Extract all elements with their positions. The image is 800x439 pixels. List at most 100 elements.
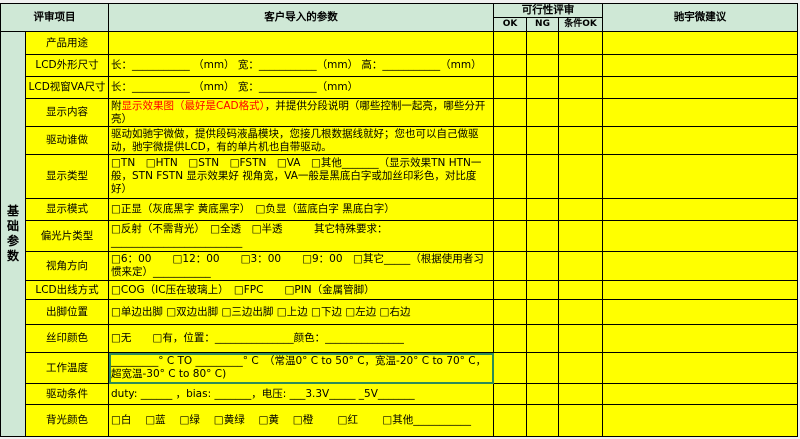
ng-cell[interactable] — [526, 299, 559, 325]
suggestion-cell[interactable] — [602, 324, 799, 353]
suggestion-cell[interactable] — [602, 352, 799, 384]
cond-ok-cell[interactable] — [557, 198, 604, 221]
ok-cell[interactable] — [493, 76, 527, 99]
cond-ok-cell[interactable] — [557, 76, 604, 99]
item-cell[interactable]: 丝印颜色 — [25, 324, 109, 353]
param-cell[interactable]: 长：___________ （mm） 宽：___________（mm） 高：_… — [108, 54, 494, 77]
param-cell[interactable] — [108, 31, 494, 55]
param-cell[interactable]: □反射（不需背光） □全透 □半透 其它特殊要求：_______________… — [108, 220, 494, 252]
ok-cell[interactable] — [493, 404, 527, 437]
header-feasibility[interactable]: 可行性评审 — [492, 3, 604, 18]
suggestion-cell[interactable] — [602, 299, 799, 325]
param-cell[interactable]: □无 □有，位置：_______________颜色：_____________… — [108, 324, 494, 353]
suggestion-cell[interactable] — [602, 98, 799, 127]
ok-cell[interactable] — [493, 251, 527, 281]
param-cell[interactable]: _________° C TO _________° C （常温0° C to … — [108, 352, 494, 384]
item-cell[interactable]: LCD视窗VA尺寸 — [25, 76, 109, 99]
ng-cell[interactable] — [526, 280, 559, 300]
item-cell[interactable]: LCD出线方式 — [25, 280, 109, 300]
ok-cell[interactable] — [493, 54, 527, 77]
item-cell[interactable]: 驱动谁做 — [25, 126, 109, 155]
item-cell[interactable]: 视角方向 — [25, 251, 109, 281]
param-cell[interactable]: 长：___________ （mm） 宽：___________（mm） — [108, 76, 494, 99]
cond-ok-cell[interactable] — [557, 251, 604, 281]
table-row: 驱动谁做 驱动如驰宇微做，提供段码液晶模块，您接几根数据线就好；您也可以自己做驱动… — [1, 126, 799, 155]
suggestion-cell[interactable] — [602, 154, 799, 199]
param-cell[interactable]: □单边出脚 □双边出脚 □三边出脚 □上边 □下边 □左边 □右边 — [108, 299, 494, 325]
param-cell[interactable]: 驱动如驰宇微做，提供段码液晶模块，您接几根数据线就好；您也可以自己做驱动，驰宇微… — [108, 126, 494, 155]
item-cell[interactable]: 出脚位置 — [25, 299, 109, 325]
ok-cell[interactable] — [493, 31, 527, 55]
suggestion-cell[interactable] — [602, 76, 799, 99]
cond-ok-cell[interactable] — [557, 383, 604, 405]
ng-cell[interactable] — [526, 324, 559, 353]
item-cell[interactable]: 显示类型 — [25, 154, 109, 199]
ng-cell[interactable] — [526, 198, 559, 221]
suggestion-cell[interactable] — [602, 126, 799, 155]
header-ng[interactable]: NG — [526, 17, 559, 32]
item-cell[interactable]: LCD外形尺寸 — [25, 54, 109, 77]
cond-ok-cell[interactable] — [557, 126, 604, 155]
ok-cell[interactable] — [493, 220, 527, 252]
cond-ok-cell[interactable] — [557, 280, 604, 300]
ok-cell[interactable] — [493, 383, 527, 405]
param-cell[interactable]: 附显示效果图（最好是CAD格式），并提供分段说明（哪些控制一起亮，哪些分开亮） — [108, 98, 494, 127]
suggestion-cell[interactable] — [602, 220, 799, 252]
ng-cell[interactable] — [526, 54, 559, 77]
group-label[interactable]: 基础参数 — [0, 31, 26, 437]
param-cell[interactable]: □COG（IC压在玻璃上） □FPC □PIN（金属管脚） — [108, 280, 494, 300]
cond-ok-cell[interactable] — [557, 98, 604, 127]
item-cell[interactable]: 显示内容 — [25, 98, 109, 127]
param-cell[interactable]: □TN □HTN □STN □FSTN □VA □其他_______（显示效果T… — [108, 154, 494, 199]
suggestion-cell[interactable] — [602, 404, 799, 437]
ok-cell[interactable] — [493, 324, 527, 353]
cond-ok-cell[interactable] — [557, 404, 604, 437]
header-cond-ok[interactable]: 条件OK — [557, 17, 604, 32]
cond-ok-cell[interactable] — [557, 324, 604, 353]
param-cell[interactable]: □白 □蓝 □绿 □黄绿 □黄 □橙 □红 □其他___________ — [108, 404, 494, 437]
param-cell[interactable]: duty: ______ ，bias: _______，电压: ___3.3V_… — [108, 383, 494, 405]
ng-cell[interactable] — [526, 98, 559, 127]
param-cell[interactable]: □6：00 □12：00 □3：00 □9：00 □其它_____（根据使用者习… — [108, 251, 494, 281]
item-cell[interactable]: 偏光片类型 — [25, 220, 109, 252]
ng-cell[interactable] — [526, 31, 559, 55]
ng-cell[interactable] — [526, 404, 559, 437]
header-suggestion[interactable]: 驰宇微建议 — [602, 3, 799, 32]
cond-ok-cell[interactable] — [557, 299, 604, 325]
ok-cell[interactable] — [493, 98, 527, 127]
item-cell[interactable]: 产品用途 — [25, 31, 109, 55]
ng-cell[interactable] — [526, 383, 559, 405]
cond-ok-cell[interactable] — [557, 31, 604, 55]
ok-cell[interactable] — [493, 352, 527, 384]
ng-cell[interactable] — [526, 251, 559, 281]
cond-ok-cell[interactable] — [557, 54, 604, 77]
param-cell[interactable]: □正显（灰底黑字 黄底黑字） □负显（蓝底白字 黑底白字） — [108, 198, 494, 221]
ng-cell[interactable] — [526, 154, 559, 199]
ok-cell[interactable] — [493, 154, 527, 199]
ok-cell[interactable] — [493, 126, 527, 155]
ok-cell[interactable] — [493, 280, 527, 300]
header-item[interactable]: 评审项目 — [0, 3, 109, 32]
header-params[interactable]: 客户导入的参数 — [108, 3, 494, 32]
cond-ok-cell[interactable] — [557, 154, 604, 199]
suggestion-cell[interactable] — [602, 54, 799, 77]
suggestion-cell[interactable] — [602, 280, 799, 300]
ok-cell[interactable] — [493, 198, 527, 221]
ng-cell[interactable] — [526, 220, 559, 252]
suggestion-cell[interactable] — [602, 251, 799, 281]
ng-cell[interactable] — [526, 126, 559, 155]
suggestion-cell[interactable] — [602, 383, 799, 405]
suggestion-cell[interactable] — [602, 31, 799, 55]
header-ok[interactable]: OK — [493, 17, 527, 32]
table-row: 视角方向 □6：00 □12：00 □3：00 □9：00 □其它_____（根据… — [1, 251, 799, 281]
cond-ok-cell[interactable] — [557, 220, 604, 252]
item-cell[interactable]: 驱动条件 — [25, 383, 109, 405]
ng-cell[interactable] — [526, 76, 559, 99]
item-cell[interactable]: 显示模式 — [25, 198, 109, 221]
item-cell[interactable]: 工作温度 — [25, 352, 109, 384]
suggestion-cell[interactable] — [602, 198, 799, 221]
item-cell[interactable]: 背光颜色 — [25, 404, 109, 437]
cond-ok-cell[interactable] — [557, 352, 604, 384]
ng-cell[interactable] — [526, 352, 559, 384]
ok-cell[interactable] — [493, 299, 527, 325]
